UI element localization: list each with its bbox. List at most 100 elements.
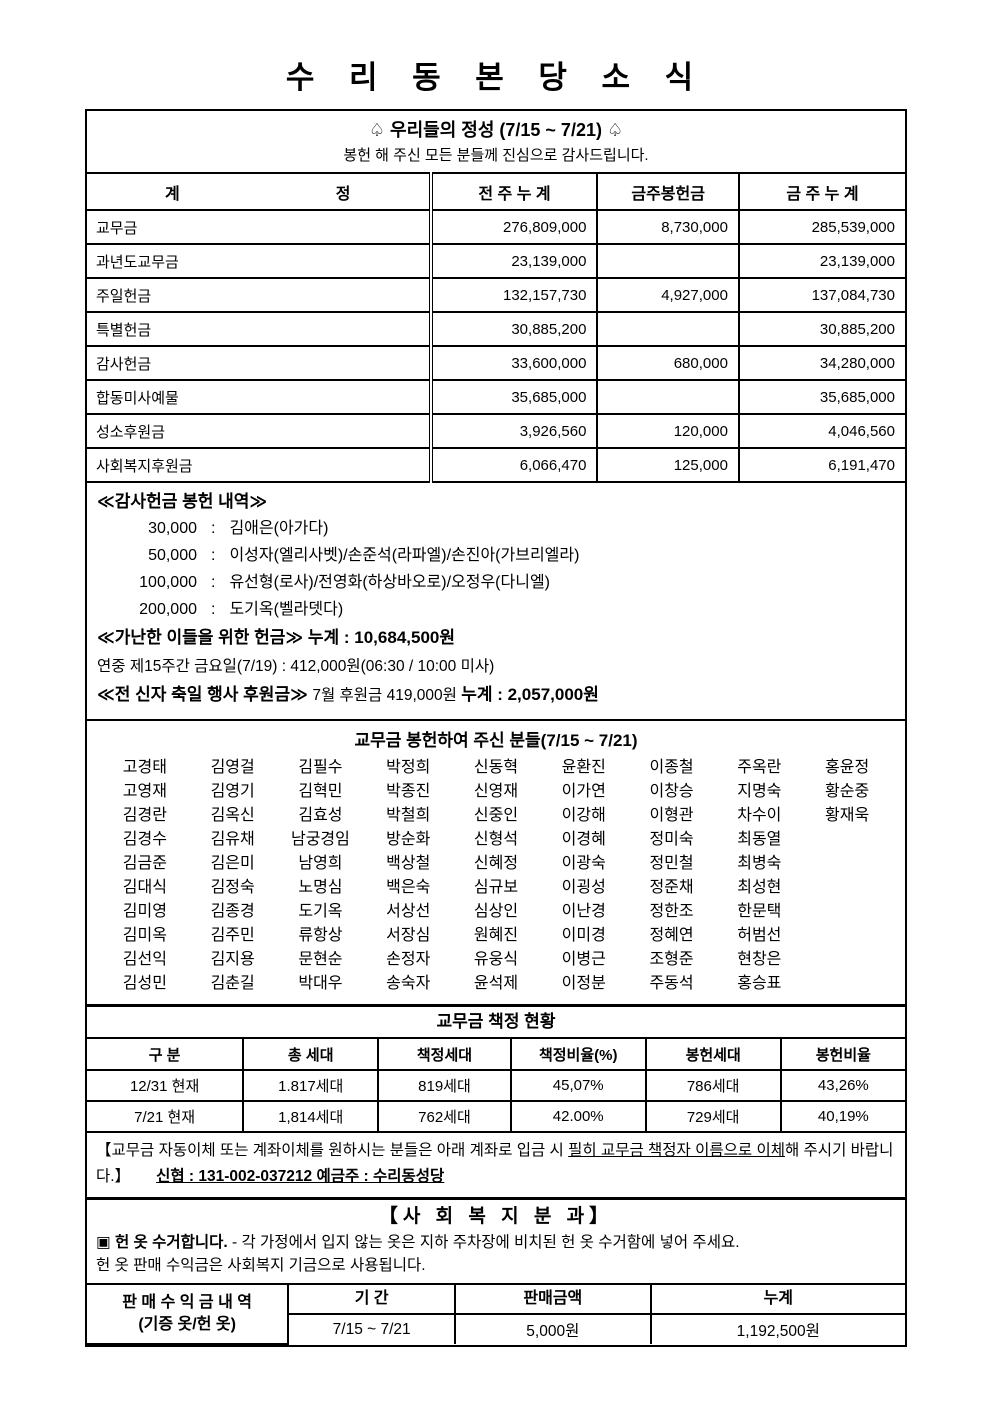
donor-name: 차수이 — [737, 807, 782, 824]
donor-name: 윤석제 — [473, 975, 519, 992]
donor-name: 노명심 — [298, 879, 343, 896]
donor-name: 주동석 — [649, 975, 694, 992]
assessment-cell: 7/21 현재 — [87, 1100, 245, 1133]
donor-name: 김성민 — [122, 975, 167, 992]
donor-name: 정준채 — [649, 879, 694, 896]
donor-name — [803, 876, 891, 900]
sales-row-header-line1: 판 매 수 익 금 내 역 — [122, 1294, 252, 1311]
col-header: 책정세대 — [377, 1039, 512, 1071]
donor-name: 손정자 — [386, 951, 431, 968]
donors-grid: 고경태 김영걸 김필수 박정희 신동혁 윤환진 이종철 주옥란 홍윤정 고영재 김영기 김혁민 박종진… — [101, 756, 891, 996]
prev-total-cell: 33,600,000 — [429, 345, 599, 381]
row-label: 감사헌금 — [87, 345, 433, 381]
feast-mid: 7월 후원금 419,000원 — [312, 687, 462, 704]
donor-name: 이종철 — [649, 759, 694, 776]
donor-name: 최병숙 — [737, 855, 782, 872]
donor-name: 김선익 — [122, 951, 167, 968]
donor-name: 윤환진 — [561, 759, 606, 776]
notice-underlined-text: 필히 교무금 책정자 이름으로 이체 — [568, 1142, 785, 1159]
week-amount-cell: 680,000 — [596, 345, 740, 381]
donor-name: 허범선 — [737, 927, 782, 944]
row-label: 과년도교무금 — [87, 243, 433, 279]
donor-name: 도기옥 — [298, 903, 343, 920]
offering-table-header-row: 계 정 전 주 누 계 금주봉헌금 금 주 누 계 — [87, 172, 905, 211]
prev-total-cell: 23,139,000 — [429, 243, 599, 279]
donor-name: 정민철 — [649, 855, 694, 872]
donor-name: 황재욱 — [825, 807, 870, 824]
donor-name: 심규보 — [473, 879, 519, 896]
offering-col-header-total: 금 주 누 계 — [737, 172, 905, 211]
feast-title: ≪전 신자 축일 행사 후원금≫ — [97, 685, 308, 704]
col-header: 총 세대 — [242, 1039, 380, 1071]
donor-name: 김금준 — [122, 855, 167, 872]
assessment-cell: 42.00% — [509, 1100, 647, 1133]
donor-name: 현창은 — [737, 951, 782, 968]
sales-table: 판 매 수 익 금 내 역 (기증 옷/헌 옷) 기 간 판매금액 누계 7/1… — [87, 1283, 905, 1345]
donor-name: 고영재 — [122, 783, 167, 800]
donor-name: 신영재 — [473, 783, 519, 800]
donor-name: 김필수 — [298, 759, 343, 776]
donor-name: 홍윤정 — [825, 759, 870, 776]
welfare-section: 【사 회 복 지 분 과】 ▣ 헌 옷 수거합니다. - 각 가정에서 입지 않… — [87, 1197, 905, 1283]
row-label: 특별헌금 — [87, 311, 433, 347]
row-label: 교무금 — [87, 209, 433, 245]
donor-name: 남궁경임 — [290, 831, 350, 848]
welfare-line1: - 각 가정에서 입지 않는 옷은 지하 주차장에 비치된 헌 옷 수거함에 넣… — [227, 1234, 740, 1251]
donor-name: 이창승 — [649, 783, 694, 800]
donor-name: 서장심 — [386, 927, 431, 944]
col-header: 구 분 — [87, 1039, 245, 1071]
feast-total: 누계 : 2,057,000원 — [461, 685, 599, 704]
thanks-names: 도기옥(벨라뎃다) — [229, 601, 344, 618]
donor-name: 김정숙 — [210, 879, 255, 896]
donor-name: 남영희 — [298, 855, 343, 872]
donor-name: 방순화 — [386, 831, 431, 848]
offering-header-jeong: 정 — [335, 185, 351, 203]
thanks-item: 30,000 : 김애은(아가다) — [97, 515, 895, 542]
notice-text: 해 주시기 바랍니다.】 — [96, 1142, 894, 1185]
assessment-cell: 40,19% — [779, 1100, 905, 1133]
donor-name: 백상철 — [386, 855, 431, 872]
bulletin-body: ♤ 우리들의 정성 (7/15 ~ 7/21) ♤ 봉헌 해 주신 모든 분들께… — [85, 109, 907, 1347]
assessment-table: 구 분 총 세대 책정세대 책정비율(%) 봉헌세대 봉헌비율 12/31 현재… — [87, 1039, 905, 1133]
donor-name: 박종진 — [386, 783, 431, 800]
donor-name: 조형준 — [649, 951, 694, 968]
welfare-text: ▣ 헌 옷 수거합니다. - 각 가정에서 입지 않는 옷은 지하 주차장에 비… — [96, 1231, 896, 1277]
donors-section: 교무금 봉헌하여 주신 분들(7/15 ~ 7/21) 고경태 김영걸 김필수 박정희… — [87, 719, 905, 1004]
table-row: 과년도교무금 23,139,000 23,139,000 — [87, 243, 905, 279]
donor-name: 김대식 — [122, 879, 167, 896]
table-row: 주일헌금 132,157,730 4,927,000 137,084,730 — [87, 277, 905, 313]
cum-total-cell: 35,685,000 — [737, 379, 905, 415]
donor-name: 김미옥 — [122, 927, 167, 944]
prev-total-cell: 3,926,560 — [429, 413, 599, 449]
prev-total-cell: 30,885,200 — [429, 311, 599, 347]
thanks-names: 유선형(로사)/전영화(하상바오로)/오정우(다니엘) — [229, 574, 550, 591]
week-amount-cell: 120,000 — [596, 413, 740, 449]
table-row: 교무금 276,809,000 8,730,000 285,539,000 — [87, 209, 905, 245]
donor-name: 류항상 — [298, 927, 343, 944]
donor-name — [803, 828, 891, 852]
thanks-detail-section: ≪감사헌금 봉헌 내역≫ 30,000 : 김애은(아가다) 50,000 : … — [87, 483, 905, 719]
donor-name — [803, 948, 891, 972]
thanks-colon: : — [211, 574, 216, 591]
row-label: 성소후원금 — [87, 413, 433, 449]
cum-total-cell: 23,139,000 — [737, 243, 905, 279]
donor-name: 문현순 — [298, 951, 343, 968]
assessment-cell: 1,814세대 — [242, 1100, 380, 1133]
donor-name: 이경혜 — [561, 831, 606, 848]
assessment-title: 교무금 책정 현황 — [87, 1004, 905, 1039]
week-amount-cell — [596, 243, 740, 279]
donor-name: 신형석 — [473, 831, 519, 848]
row-label: 사회복지후원금 — [87, 447, 433, 483]
donor-name: 한문택 — [737, 903, 782, 920]
donor-name: 박정희 — [386, 759, 431, 776]
thanks-colon: : — [211, 601, 216, 618]
assessment-cell: 45,07% — [509, 1069, 647, 1102]
donor-name: 김지용 — [210, 951, 255, 968]
thanks-colon: : — [211, 547, 216, 564]
cum-total-cell: 6,191,470 — [737, 447, 905, 483]
assessment-header-row: 구 분 총 세대 책정세대 책정비율(%) 봉헌세대 봉헌비율 — [87, 1039, 905, 1071]
offering-col-header-week: 금주봉헌금 — [596, 172, 740, 211]
week-amount-cell: 8,730,000 — [596, 209, 740, 245]
donor-name: 지명숙 — [737, 783, 782, 800]
thanks-names: 이성자(엘리사벳)/손준석(라파엘)/손진아(가브리엘라) — [229, 547, 580, 564]
